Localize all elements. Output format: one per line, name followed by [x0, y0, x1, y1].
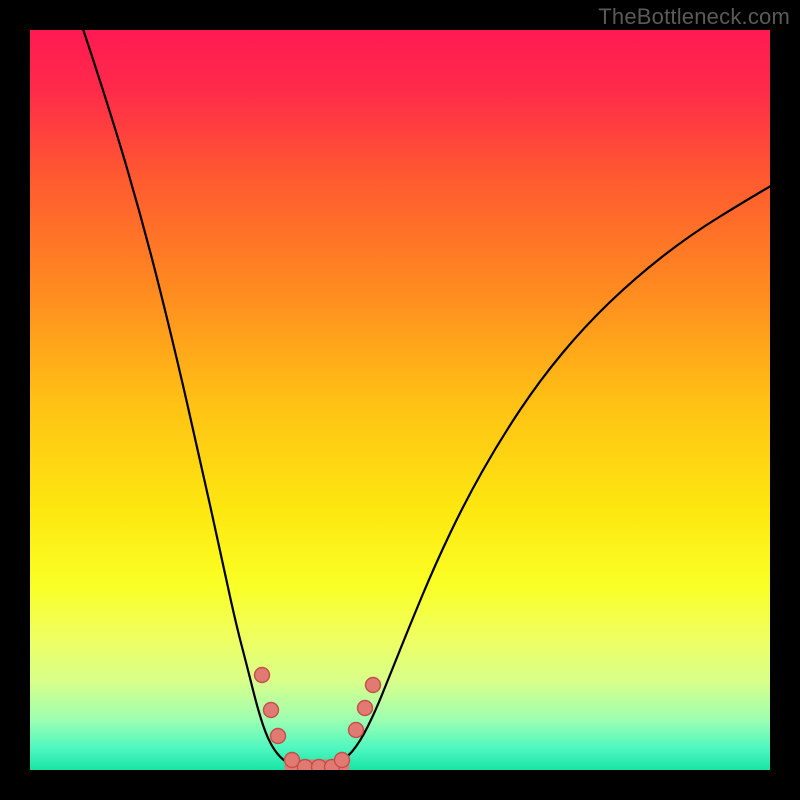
curve-left [80, 30, 308, 768]
markers-group [255, 668, 381, 771]
marker-point [271, 729, 286, 744]
marker-point [264, 703, 279, 718]
marker-point [298, 760, 313, 771]
chart-curves [30, 30, 770, 770]
marker-point [349, 723, 364, 738]
marker-point [366, 678, 381, 693]
curve-right [330, 175, 770, 768]
marker-point [335, 753, 350, 768]
marker-point [255, 668, 270, 683]
watermark-text: TheBottleneck.com [598, 4, 790, 30]
plot-area [30, 30, 770, 770]
marker-point [358, 701, 373, 716]
